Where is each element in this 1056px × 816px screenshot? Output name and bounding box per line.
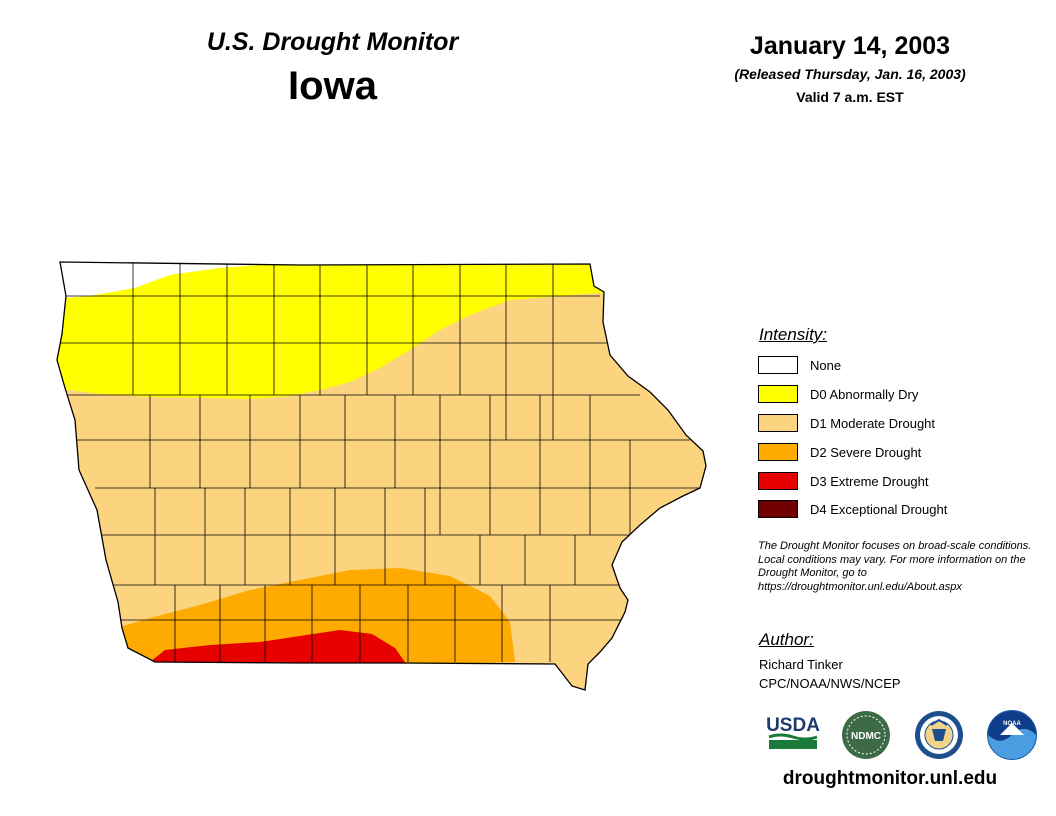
valid-time: Valid 7 a.m. EST: [796, 89, 904, 105]
legend-label: D0 Abnormally Dry: [810, 386, 919, 402]
legend-swatch: [758, 443, 798, 461]
author-name: Richard Tinker: [759, 657, 843, 672]
usda-logo-text: USDA: [766, 715, 820, 736]
noaa-logo-text: NOAA: [1003, 721, 1021, 727]
legend-swatch: [758, 500, 798, 518]
iowa-state-outline: [56, 261, 707, 691]
legend-label: None: [810, 357, 842, 373]
state-name: Iowa: [288, 64, 377, 108]
doc-seal-logo: [915, 711, 963, 759]
legend-label: D3 Extreme Drought: [810, 473, 929, 489]
legend-swatch: [758, 472, 798, 490]
ndmc-logo-text: NDMC: [851, 731, 881, 742]
partner-logos: USDA NDMC NOAA: [766, 710, 1037, 760]
legend-item-d4: D4 Exceptional Drought: [758, 499, 947, 519]
legend-item-d1: D1 Moderate Drought: [758, 413, 935, 433]
release-date: (Released Thursday, Jan. 16, 2003): [734, 66, 966, 82]
region-none: [57, 262, 300, 300]
usda-logo: USDA: [766, 715, 820, 749]
legend-item-d3: D3 Extreme Drought: [758, 471, 929, 491]
legend-label: D4 Exceptional Drought: [810, 501, 948, 517]
region-d0-abnormally-dry: [57, 262, 620, 399]
legend-swatch: [758, 385, 798, 403]
legend-label: D1 Moderate Drought: [810, 415, 936, 431]
legend-item-none: None: [758, 355, 841, 375]
iowa-drought-map: [56, 261, 707, 691]
legend-swatch: [758, 356, 798, 374]
legend-label: D2 Severe Drought: [810, 444, 922, 460]
author-org: CPC/NOAA/NWS/NCEP: [759, 676, 901, 691]
county-boundaries: [57, 262, 700, 662]
noaa-logo: NOAA: [987, 710, 1037, 760]
valid-date: January 14, 2003: [749, 32, 951, 60]
disclaimer-note: The Drought Monitor focuses on broad-sca…: [758, 540, 1032, 593]
ndmc-logo: NDMC: [842, 711, 890, 759]
legend-item-d0: D0 Abnormally Dry: [758, 384, 918, 404]
legend-swatch: [758, 414, 798, 432]
legend-heading: Intensity:: [759, 325, 828, 344]
author-heading: Author:: [759, 630, 814, 649]
region-d3-extreme: [150, 630, 412, 672]
website-url[interactable]: droughtmonitor.unl.edu: [782, 768, 998, 789]
legend-item-d2: D2 Severe Drought: [758, 442, 921, 462]
map-title: U.S. Drought Monitor: [206, 28, 459, 56]
